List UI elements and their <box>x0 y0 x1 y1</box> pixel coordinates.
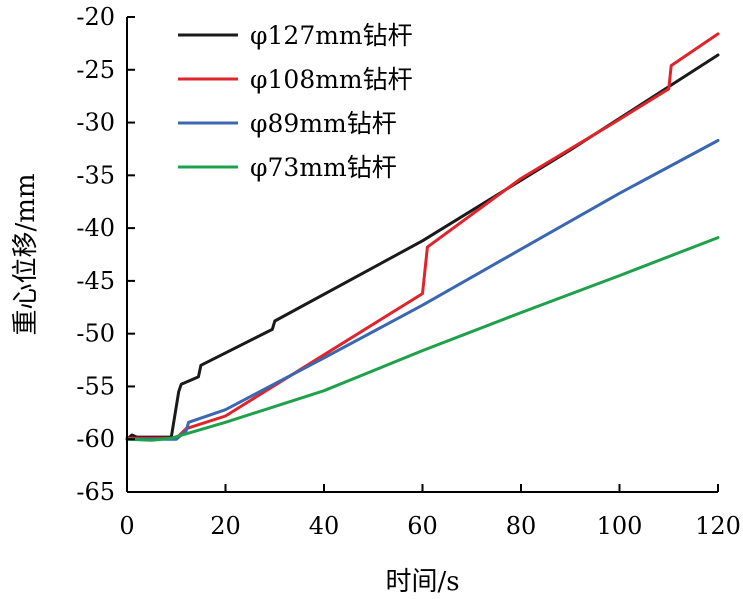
x-axis-title: 时间/s <box>385 567 459 597</box>
y-axis-ticks: -20 -25 -30 -35 -40 -45 -50 -55 -60 -65 <box>76 3 135 506</box>
y-axis-title: 重心位移/mm <box>11 173 41 335</box>
x-tick-label: 100 <box>597 512 643 540</box>
plot-area <box>125 32 720 442</box>
x-tick-label: 20 <box>210 512 241 540</box>
y-tick-label: -35 <box>76 161 115 189</box>
y-tick-label: -65 <box>76 478 115 506</box>
legend-label: φ127mm钻杆 <box>250 21 413 50</box>
x-axis-ticks: 0 20 40 60 80 100 120 <box>119 484 741 540</box>
legend-label: φ108mm钻杆 <box>250 65 413 94</box>
legend-label: φ89mm钻杆 <box>250 109 397 138</box>
y-tick-label: -50 <box>76 320 115 348</box>
y-tick-label: -20 <box>76 3 115 31</box>
x-tick-label: 0 <box>119 512 134 540</box>
y-tick-label: -30 <box>76 109 115 137</box>
y-tick-label: -45 <box>76 267 115 295</box>
x-tick-label: 40 <box>309 512 340 540</box>
legend: φ127mm钻杆 φ108mm钻杆 φ89mm钻杆 φ73mm钻杆 <box>178 21 413 182</box>
y-tick-label: -55 <box>76 372 115 400</box>
y-tick-label: -60 <box>76 425 115 453</box>
legend-label: φ73mm钻杆 <box>250 153 397 182</box>
y-tick-label: -25 <box>76 56 115 84</box>
x-tick-label: 120 <box>695 512 741 540</box>
x-tick-label: 60 <box>407 512 438 540</box>
y-tick-label: -40 <box>76 214 115 242</box>
series-line-2 <box>125 32 720 440</box>
series-line-4 <box>125 236 720 442</box>
x-tick-label: 80 <box>506 512 537 540</box>
